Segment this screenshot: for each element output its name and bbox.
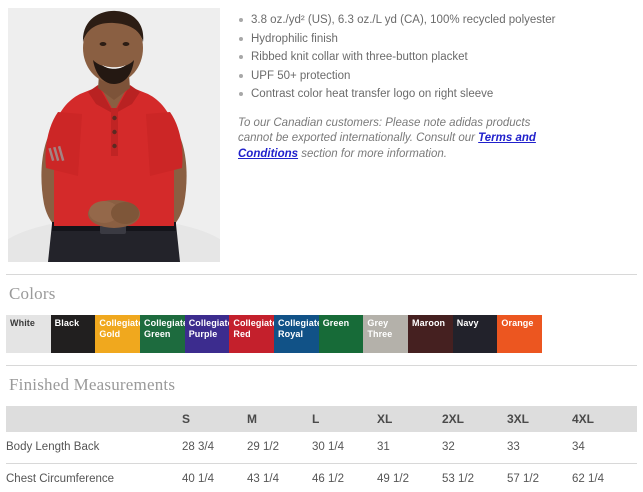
color-swatch-label: Collegiate Red bbox=[233, 318, 275, 339]
cell-value: 46 1/2 bbox=[312, 463, 377, 492]
list-item: UPF 50+ protection bbox=[238, 68, 637, 85]
measurements-table-wrapper: S M L XL 2XL 3XL 4XL Body Length Back 28… bbox=[6, 406, 637, 492]
feature-text: 3.8 oz./yd² (US), 6.3 oz./L yd (CA), 100… bbox=[251, 14, 556, 26]
color-swatch-collegiate-red[interactable]: Collegiate Red bbox=[229, 315, 275, 353]
feature-text: Ribbed knit collar with three-button pla… bbox=[251, 51, 468, 63]
table-header-size-3xl: 3XL bbox=[507, 406, 572, 432]
table-header-size-m: M bbox=[247, 406, 312, 432]
finished-measurements-heading: Finished Measurements bbox=[9, 375, 176, 394]
table-header-label bbox=[6, 406, 182, 432]
terms-and-conditions-link[interactable]: Terms and Conditions bbox=[238, 132, 536, 160]
list-item: 3.8 oz./yd² (US), 6.3 oz./L yd (CA), 100… bbox=[238, 12, 637, 29]
color-swatch-label: Orange bbox=[501, 318, 534, 328]
feature-column: 3.8 oz./yd² (US), 6.3 oz./L yd (CA), 100… bbox=[220, 8, 637, 174]
canadian-customers-note: To our Canadian customers: Please note a… bbox=[238, 116, 538, 163]
table-row: Chest Circumference 40 1/4 43 1/4 46 1/2… bbox=[6, 463, 637, 492]
cell-value: 30 1/4 bbox=[312, 432, 377, 464]
feature-text: Contrast color heat transfer logo on rig… bbox=[251, 88, 494, 100]
color-swatch-orange[interactable]: Orange bbox=[497, 315, 543, 353]
row-label: Chest Circumference bbox=[6, 463, 182, 492]
list-item: Contrast color heat transfer logo on rig… bbox=[238, 86, 637, 103]
product-overview-section: 3.8 oz./yd² (US), 6.3 oz./L yd (CA), 100… bbox=[8, 8, 637, 262]
color-swatch-black[interactable]: Black bbox=[50, 315, 96, 353]
cell-value: 33 bbox=[507, 432, 572, 464]
cell-value: 29 1/2 bbox=[247, 432, 312, 464]
divider-colors bbox=[6, 274, 637, 275]
color-swatch-label: White bbox=[10, 318, 35, 328]
table-header-size-s: S bbox=[182, 406, 247, 432]
table-header-size-4xl: 4XL bbox=[572, 406, 637, 432]
feature-list: 3.8 oz./yd² (US), 6.3 oz./L yd (CA), 100… bbox=[238, 12, 637, 103]
product-image[interactable] bbox=[8, 8, 220, 262]
color-swatch-row: White Black Collegiate Gold Collegiate G… bbox=[6, 315, 543, 353]
feature-text: Hydrophilic finish bbox=[251, 32, 338, 45]
list-item: Ribbed knit collar with three-button pla… bbox=[238, 49, 637, 66]
cell-value: 62 1/4 bbox=[572, 463, 637, 492]
table-header-size-2xl: 2XL bbox=[442, 406, 507, 432]
color-swatch-label: Collegiate Purple bbox=[188, 318, 230, 339]
color-swatch-green[interactable]: Green bbox=[318, 315, 364, 353]
table-row: Body Length Back 28 3/4 29 1/2 30 1/4 31… bbox=[6, 432, 637, 464]
color-swatch-label: Maroon bbox=[412, 318, 446, 328]
table-header-size-l: L bbox=[312, 406, 377, 432]
color-swatch-label: Collegiate Green bbox=[144, 318, 185, 339]
cell-value: 43 1/4 bbox=[247, 463, 312, 492]
note-text-before: To our Canadian customers: Please note a… bbox=[238, 116, 531, 145]
color-swatch-maroon[interactable]: Maroon bbox=[408, 315, 453, 353]
color-swatch-label: Navy bbox=[456, 318, 479, 328]
cell-value: 57 1/2 bbox=[507, 463, 572, 492]
colors-heading: Colors bbox=[9, 284, 56, 303]
color-swatch-grey-three[interactable]: Grey Three bbox=[363, 315, 409, 353]
cell-value: 34 bbox=[572, 432, 637, 464]
color-swatch-collegiate-purple[interactable]: Collegiate Purple bbox=[184, 315, 230, 353]
color-swatch-label: Collegiate Royal bbox=[278, 318, 319, 339]
color-swatch-label: Green bbox=[322, 318, 350, 328]
list-item: Hydrophilic finish bbox=[238, 31, 637, 48]
cell-value: 28 3/4 bbox=[182, 432, 247, 464]
color-swatch-label: Collegiate Gold bbox=[99, 318, 141, 339]
finished-measurements-table: S M L XL 2XL 3XL 4XL Body Length Back 28… bbox=[6, 406, 637, 492]
cell-value: 40 1/4 bbox=[182, 463, 247, 492]
color-swatch-label: Grey Three bbox=[367, 318, 393, 339]
note-text-after: section for more information. bbox=[298, 147, 447, 160]
color-swatch-collegiate-royal[interactable]: Collegiate Royal bbox=[274, 315, 319, 353]
cell-value: 32 bbox=[442, 432, 507, 464]
cell-value: 53 1/2 bbox=[442, 463, 507, 492]
color-swatch-collegiate-gold[interactable]: Collegiate Gold bbox=[95, 315, 141, 353]
feature-text: UPF 50+ protection bbox=[251, 69, 351, 82]
table-header-size-xl: XL bbox=[377, 406, 442, 432]
table-header-row: S M L XL 2XL 3XL 4XL bbox=[6, 406, 637, 432]
cell-value: 49 1/2 bbox=[377, 463, 442, 492]
color-swatch-collegiate-green[interactable]: Collegiate Green bbox=[140, 315, 185, 353]
color-swatch-white[interactable]: White bbox=[6, 315, 51, 353]
row-label: Body Length Back bbox=[6, 432, 182, 464]
cell-value: 31 bbox=[377, 432, 442, 464]
color-swatch-label: Black bbox=[54, 318, 80, 328]
color-swatch-navy[interactable]: Navy bbox=[452, 315, 498, 353]
divider-measurements bbox=[6, 365, 637, 366]
